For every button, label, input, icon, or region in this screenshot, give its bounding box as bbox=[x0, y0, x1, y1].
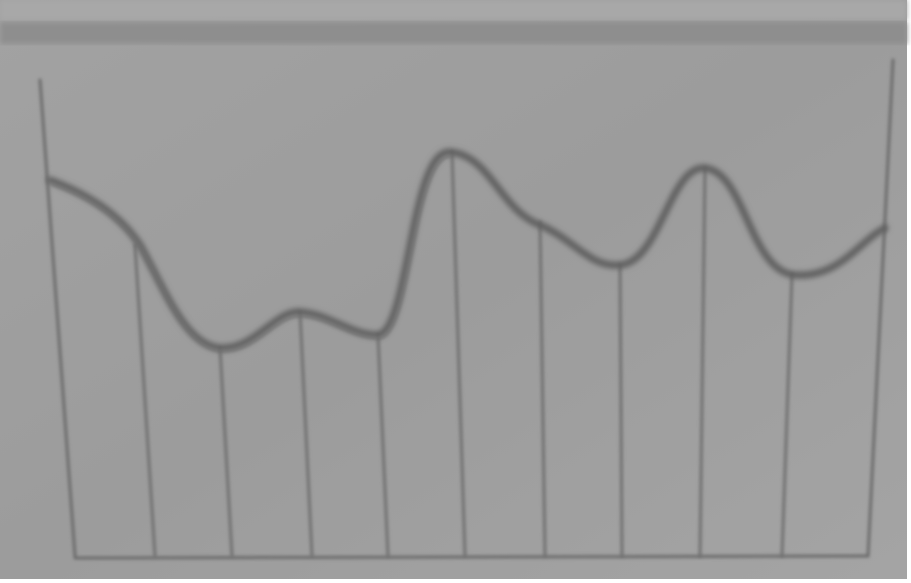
page-body bbox=[0, 0, 911, 583]
paper-shadow-strip bbox=[0, 22, 907, 44]
bottom-line bbox=[75, 556, 868, 558]
paper-top-edge bbox=[0, 0, 907, 20]
paper bbox=[0, 0, 907, 579]
photo bbox=[0, 0, 911, 583]
page: Pencil sketch {} html, body { margin: 0;… bbox=[0, 0, 911, 583]
vertical-line bbox=[620, 265, 622, 556]
